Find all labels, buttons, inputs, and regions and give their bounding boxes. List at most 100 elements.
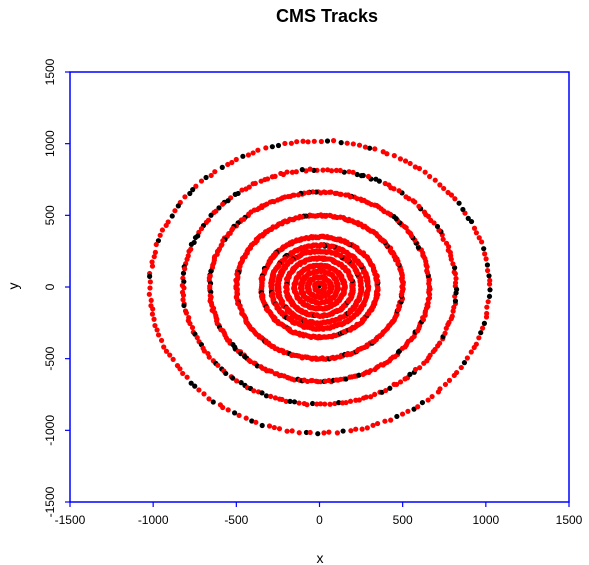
track-point <box>442 381 449 388</box>
track-point <box>434 223 441 230</box>
track-point <box>437 182 443 188</box>
track-point <box>212 169 218 175</box>
track-point <box>196 387 202 393</box>
track-point <box>482 251 488 257</box>
track-point <box>220 201 226 207</box>
track-point <box>332 400 338 407</box>
track-point <box>170 356 176 362</box>
x-tick-label: -1500 <box>55 513 86 527</box>
track-point <box>335 285 341 291</box>
track-point <box>388 417 394 423</box>
track-point <box>326 189 332 195</box>
track-point <box>259 422 265 429</box>
y-tick-label: 1500 <box>43 58 57 85</box>
track-point <box>175 203 181 209</box>
track-point <box>322 285 328 291</box>
track-point <box>350 169 356 175</box>
track-point <box>229 159 235 166</box>
track-point <box>169 213 175 219</box>
track-point <box>478 330 484 336</box>
track-point <box>317 401 324 407</box>
track-point <box>468 349 474 355</box>
track-point <box>190 187 196 193</box>
track-point <box>372 391 378 398</box>
track-point <box>348 428 354 434</box>
track-point <box>159 227 166 233</box>
track-point <box>206 354 212 360</box>
track-point <box>471 225 478 231</box>
track-point <box>332 190 338 197</box>
track-point <box>367 367 374 374</box>
track-point <box>149 311 156 317</box>
track-point <box>464 355 470 361</box>
y-tick-label: -1000 <box>43 415 57 446</box>
track-point <box>322 401 328 407</box>
y-axis-label: y <box>5 283 21 290</box>
track-point <box>291 399 298 405</box>
track-point <box>225 161 231 168</box>
track-point <box>473 341 479 347</box>
track-point <box>177 366 183 372</box>
track-point <box>338 140 344 146</box>
y-tick-label: 0 <box>43 283 57 290</box>
track-point <box>407 371 413 377</box>
track-point <box>153 241 159 248</box>
x-tick-label: -1000 <box>138 513 169 527</box>
track-point <box>201 348 207 354</box>
track-point <box>412 164 418 170</box>
track-point <box>269 144 275 150</box>
track-point <box>158 337 165 344</box>
track-point <box>399 285 406 291</box>
track-point <box>373 176 379 182</box>
y-tick-label: 500 <box>43 205 57 225</box>
track-point <box>300 138 306 144</box>
track-point <box>180 292 187 298</box>
track-point <box>263 145 269 151</box>
track-point <box>336 400 342 406</box>
track-point <box>354 171 360 178</box>
track-point <box>382 418 388 424</box>
track-point <box>230 375 236 381</box>
track-point <box>415 404 421 410</box>
track-point <box>183 310 189 316</box>
track-point <box>151 254 157 260</box>
track-point <box>236 412 242 418</box>
track-point <box>315 431 321 437</box>
y-tick-label: -1500 <box>43 486 57 517</box>
track-point <box>383 387 389 394</box>
track-point <box>266 423 273 429</box>
track-point <box>353 426 359 432</box>
track-point <box>289 428 295 434</box>
track-point <box>283 398 289 404</box>
track-point <box>180 370 186 377</box>
track-point <box>307 429 313 436</box>
chart-title: CMS Tracks <box>276 6 378 26</box>
track-point <box>189 324 196 331</box>
track-point <box>479 239 485 245</box>
track-point <box>424 268 430 274</box>
track-point <box>432 346 438 353</box>
track-point <box>403 194 409 200</box>
x-tick-label: 1500 <box>556 513 583 527</box>
track-point <box>161 344 167 350</box>
track-point <box>481 246 487 252</box>
track-point <box>181 302 187 309</box>
track-point <box>182 266 188 272</box>
track-point <box>425 397 431 403</box>
track-point <box>452 298 459 304</box>
track-point <box>350 141 356 147</box>
track-point <box>271 424 277 431</box>
track-point <box>484 310 490 317</box>
track-point <box>387 385 393 391</box>
track-point <box>402 158 409 164</box>
track-point <box>432 177 438 183</box>
track-point <box>238 380 244 386</box>
track-point <box>487 287 493 293</box>
track-point <box>429 393 435 400</box>
track-point <box>399 411 406 417</box>
x-tick-label: -500 <box>224 513 248 527</box>
track-point <box>268 368 274 374</box>
track-point <box>201 391 207 397</box>
track-point <box>330 138 337 144</box>
track-point <box>311 138 317 144</box>
